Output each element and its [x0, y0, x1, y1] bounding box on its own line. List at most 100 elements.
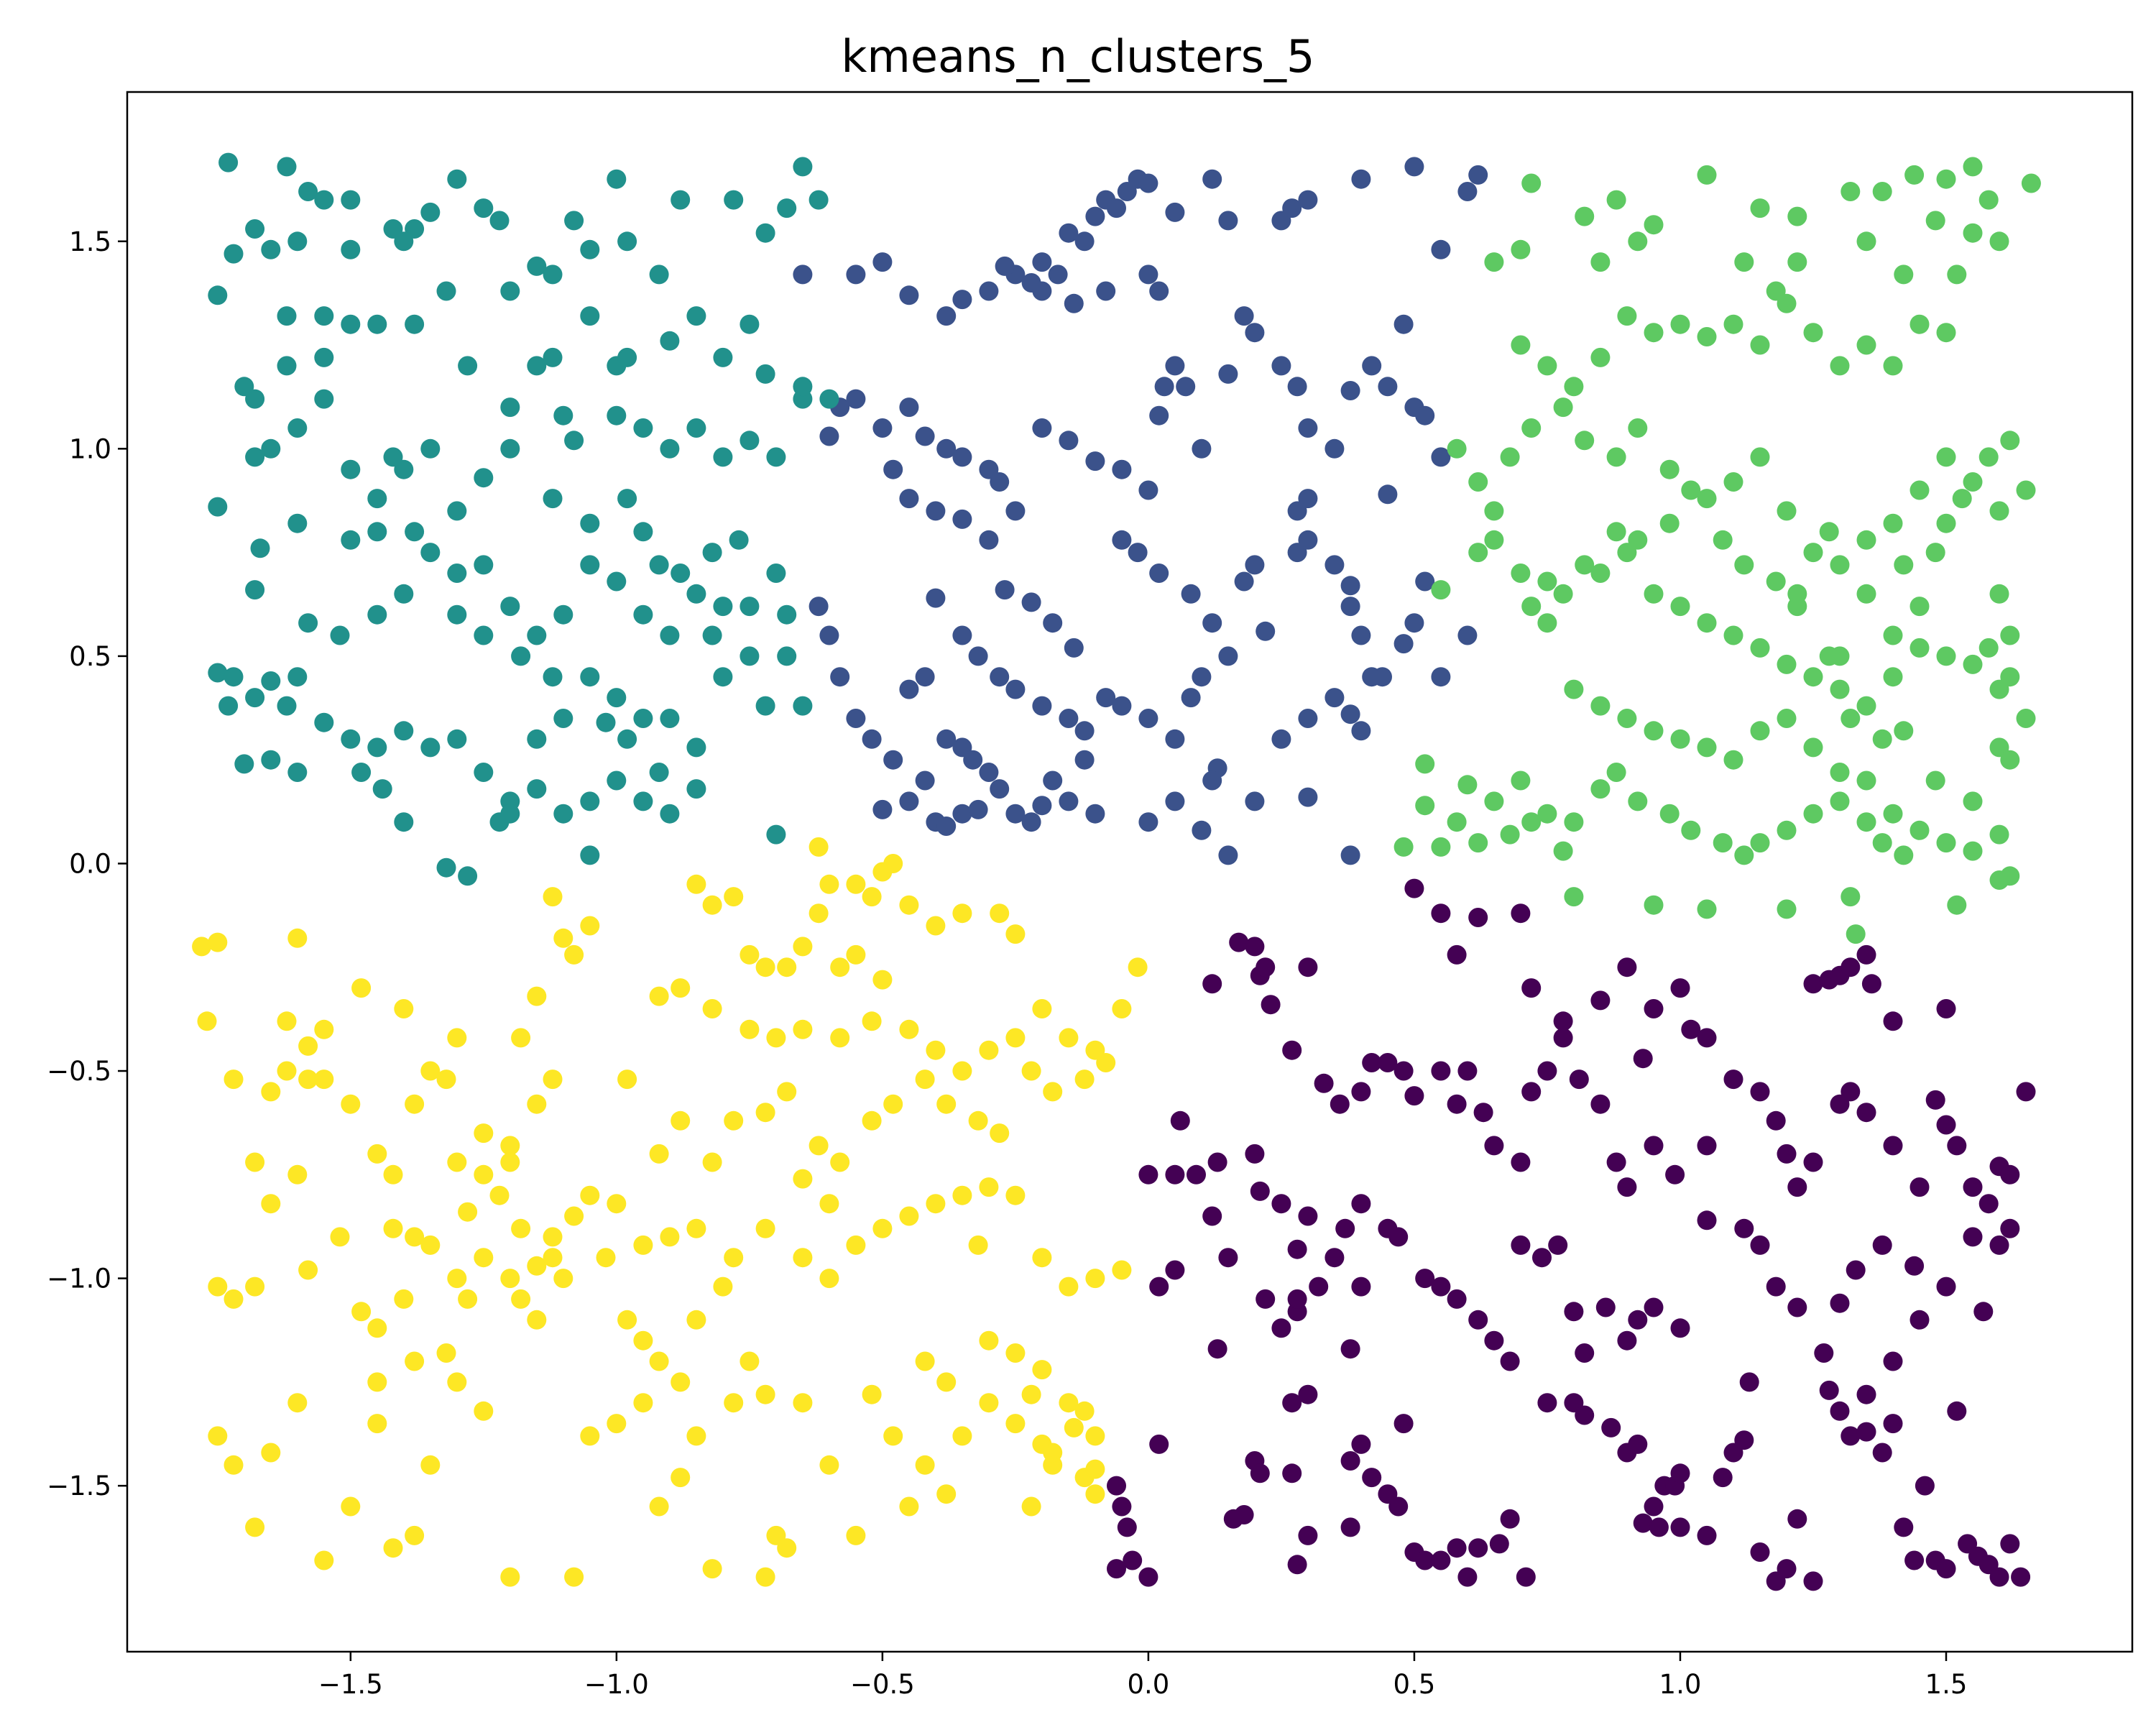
data-point-cluster-4-55 — [633, 1330, 653, 1351]
data-point-cluster-4-205 — [968, 1235, 988, 1255]
data-point-cluster-2-156 — [617, 489, 637, 509]
data-point-cluster-3-22 — [1894, 264, 1914, 285]
data-point-cluster-4-7 — [287, 928, 308, 948]
data-point-cluster-0-24 — [1207, 1339, 1227, 1359]
data-point-cluster-2-114 — [261, 671, 281, 691]
data-point-cluster-1-39 — [1176, 377, 1196, 397]
data-point-cluster-0-146 — [1468, 908, 1488, 927]
y-tick-label: −0.5 — [47, 1056, 111, 1087]
data-point-cluster-2-4 — [341, 190, 361, 210]
data-point-cluster-2-37 — [405, 314, 425, 334]
data-point-cluster-4-113 — [777, 957, 797, 978]
data-point-cluster-3-148 — [2000, 866, 2020, 886]
data-point-cluster-1-100 — [952, 625, 972, 645]
data-point-cluster-0-125 — [1750, 1082, 1770, 1102]
data-point-cluster-4-71 — [405, 1525, 425, 1545]
data-point-cluster-1-133 — [1271, 729, 1291, 749]
ticks-layer: −1.5 −1.0 −0.5 0.0 0.5 1.0 1.5 −1.5 −1.0 −0.5 0.0 0… — [47, 226, 1967, 1700]
data-point-cluster-3-15 — [1511, 239, 1531, 259]
data-point-cluster-0-158 — [1841, 957, 1861, 978]
data-point-cluster-3-4 — [1697, 165, 1717, 185]
data-point-cluster-3-84 — [1830, 679, 1850, 699]
data-point-cluster-0-123 — [1697, 1136, 1717, 1156]
data-point-cluster-0-199 — [1989, 1235, 2009, 1255]
data-point-cluster-4-5 — [261, 1082, 281, 1102]
data-point-cluster-2-77 — [287, 513, 308, 533]
data-point-cluster-1-82 — [1181, 584, 1201, 604]
data-point-cluster-0-17 — [1250, 1181, 1270, 1201]
data-point-cluster-0-108 — [1457, 1061, 1478, 1081]
data-point-cluster-2-83 — [500, 597, 520, 617]
data-point-cluster-0-57 — [1644, 1496, 1664, 1517]
data-point-cluster-1-155 — [1064, 638, 1084, 658]
data-point-cluster-2-105 — [607, 688, 627, 708]
data-point-cluster-2-110 — [740, 646, 760, 666]
data-point-cluster-2-1 — [277, 157, 297, 177]
data-point-cluster-3-1 — [1575, 206, 1595, 226]
data-point-cluster-0-88 — [1989, 1567, 2009, 1587]
data-point-cluster-1-66 — [1059, 431, 1079, 451]
data-point-cluster-0-172 — [1697, 1210, 1717, 1230]
data-point-cluster-4-81 — [649, 1496, 669, 1517]
data-point-cluster-3-97 — [1617, 709, 1637, 728]
data-point-cluster-1-26 — [1431, 239, 1451, 259]
data-point-cluster-4-86 — [755, 1567, 775, 1587]
data-point-cluster-4-97 — [952, 1426, 972, 1446]
data-point-cluster-4-28 — [527, 986, 547, 1006]
data-point-cluster-0-184 — [1447, 1289, 1467, 1309]
data-point-cluster-3-177 — [1952, 489, 1972, 509]
data-point-cluster-1-77 — [952, 509, 972, 529]
data-point-cluster-4-3 — [224, 1070, 244, 1090]
data-point-cluster-3-77 — [1644, 584, 1664, 604]
data-point-cluster-1-57 — [1287, 501, 1307, 521]
data-point-cluster-2-55 — [314, 347, 334, 367]
data-point-cluster-0-102 — [1362, 1053, 1382, 1072]
data-point-cluster-1-68 — [1112, 459, 1132, 479]
data-point-cluster-0-4 — [1107, 1559, 1126, 1579]
data-point-cluster-4-103 — [1059, 1393, 1079, 1413]
data-point-cluster-4-195 — [511, 1218, 531, 1238]
data-point-cluster-0-124 — [1723, 1070, 1743, 1090]
data-point-cluster-3-134 — [1447, 812, 1467, 832]
data-point-cluster-0-70 — [1777, 1559, 1797, 1579]
data-point-cluster-1-125 — [1059, 791, 1079, 811]
data-point-cluster-3-128 — [1830, 791, 1850, 811]
data-point-cluster-4-64 — [245, 1517, 265, 1537]
data-point-cluster-3-174 — [1894, 555, 1914, 575]
data-point-cluster-0-0 — [1107, 1476, 1126, 1496]
data-point-cluster-0-44 — [1457, 1567, 1478, 1587]
data-point-cluster-4-12 — [367, 1144, 387, 1164]
data-point-cluster-4-65 — [261, 1443, 281, 1463]
data-point-cluster-1-73 — [872, 418, 893, 438]
data-point-cluster-4-25 — [564, 944, 584, 965]
data-point-cluster-2-3 — [314, 190, 334, 210]
data-point-cluster-0-188 — [1378, 1218, 1398, 1238]
data-point-cluster-2-160 — [383, 447, 403, 467]
data-point-cluster-1-58 — [899, 397, 919, 418]
data-point-cluster-3-51 — [1575, 431, 1595, 451]
data-point-cluster-0-133 — [1883, 1136, 1903, 1156]
data-point-cluster-0-38 — [1388, 1496, 1409, 1517]
data-point-cluster-3-7 — [1841, 182, 1861, 201]
data-point-cluster-4-183 — [1085, 1269, 1105, 1289]
data-point-cluster-0-180 — [1532, 1248, 1552, 1268]
data-point-cluster-4-209 — [436, 1343, 456, 1363]
data-point-cluster-3-122 — [1681, 820, 1701, 840]
data-point-cluster-2-97 — [330, 625, 350, 645]
data-point-cluster-0-93 — [1245, 937, 1265, 957]
data-point-cluster-1-18 — [1165, 202, 1185, 222]
data-point-cluster-0-127 — [1777, 1144, 1797, 1164]
data-point-cluster-2-92 — [713, 597, 733, 617]
data-point-cluster-0-7 — [1149, 1276, 1169, 1297]
data-point-cluster-0-143 — [1404, 878, 1424, 898]
y-tick-label: −1.5 — [47, 1471, 111, 1501]
x-tick-label: 0.5 — [1393, 1669, 1436, 1700]
data-point-cluster-2-13 — [261, 239, 281, 259]
data-point-cluster-0-79 — [1894, 1517, 1914, 1537]
data-point-cluster-3-119 — [1606, 763, 1626, 782]
data-point-cluster-2-80 — [420, 543, 441, 563]
data-point-cluster-0-76 — [1856, 1422, 1876, 1442]
data-point-cluster-4-179 — [979, 1177, 999, 1197]
data-point-cluster-4-23 — [543, 1070, 563, 1090]
data-point-cluster-4-161 — [968, 1110, 988, 1131]
